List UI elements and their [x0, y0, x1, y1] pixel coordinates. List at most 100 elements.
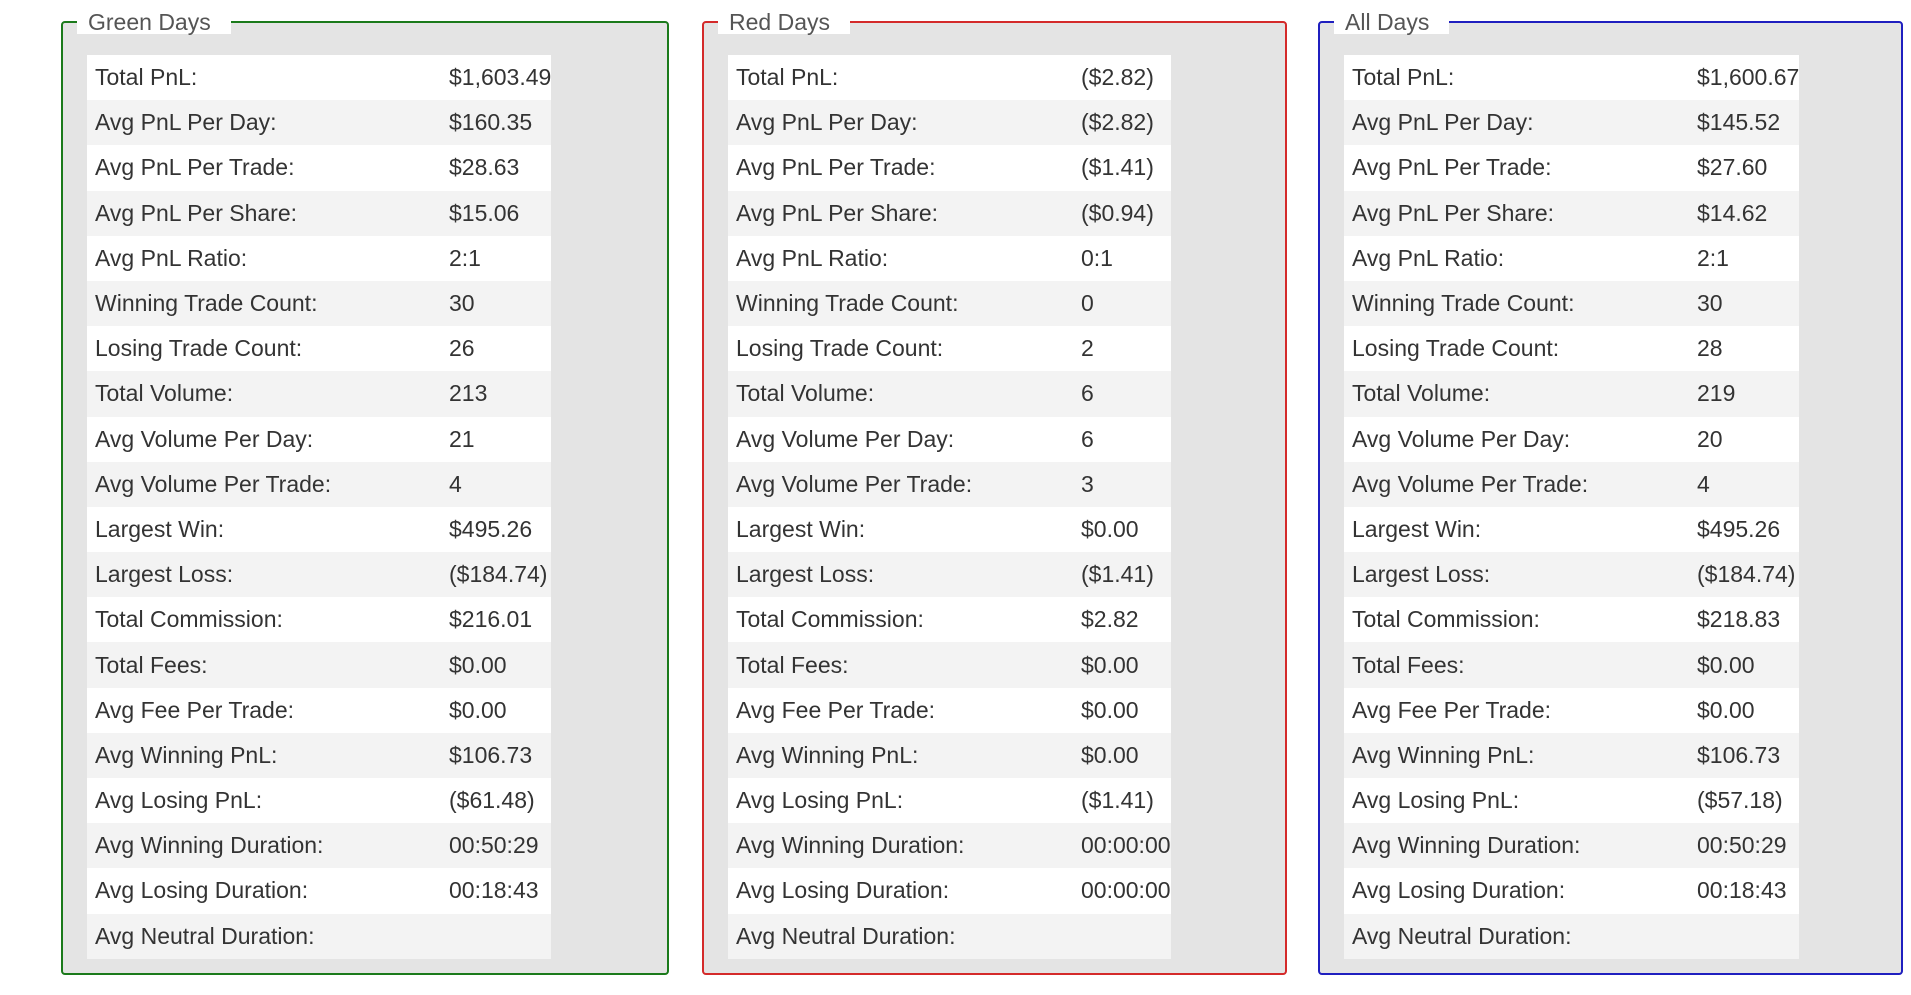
stat-value: ($1.41): [1073, 552, 1171, 598]
stat-label: Avg Volume Per Trade:: [1344, 461, 1689, 507]
stat-label: Largest Win:: [1344, 506, 1689, 553]
stat-row: Avg Losing Duration: 00:00:00: [728, 868, 1171, 914]
stat-row: Total Fees: $0.00: [87, 642, 552, 688]
stat-row: Total Commission: $2.82: [728, 597, 1171, 643]
stat-label: Largest Loss:: [728, 552, 1073, 598]
stat-label: Avg PnL Ratio:: [728, 235, 1073, 281]
stat-value: $106.73: [1689, 732, 1800, 778]
stat-row: Avg Neutral Duration:: [728, 913, 1171, 959]
stat-label: Largest Win:: [87, 506, 441, 553]
stat-value: 00:18:43: [1689, 868, 1800, 914]
stat-row: Avg PnL Per Trade: $27.60: [1344, 145, 1800, 191]
stat-row: Avg PnL Per Share: ($0.94): [728, 190, 1171, 236]
stat-value: $495.26: [441, 506, 552, 553]
stat-row: Avg Fee Per Trade: $0.00: [87, 687, 552, 733]
stat-value: $0.00: [1073, 732, 1171, 778]
stat-label: Total Fees:: [728, 642, 1073, 688]
stat-label: Avg PnL Ratio:: [1344, 235, 1689, 281]
stat-value: 26: [441, 326, 552, 372]
stat-label: Avg Fee Per Trade:: [1344, 687, 1689, 733]
stat-label: Avg Volume Per Trade:: [728, 461, 1073, 507]
stat-value: 4: [1689, 461, 1800, 507]
stat-value: $0.00: [1073, 506, 1171, 553]
stat-label: Largest Win:: [728, 506, 1073, 553]
stat-label: Avg PnL Per Day:: [87, 100, 441, 146]
stat-label: Avg PnL Per Day:: [728, 100, 1073, 146]
stat-label: Avg Fee Per Trade:: [728, 687, 1073, 733]
stat-row: Avg PnL Ratio: 2:1: [1344, 235, 1800, 281]
stat-label: Avg PnL Per Trade:: [728, 145, 1073, 191]
stat-value: 0: [1073, 280, 1171, 327]
stat-value: 2: [1073, 326, 1171, 372]
stat-value: ($184.74): [1689, 552, 1800, 598]
stat-value: ($61.48): [441, 778, 552, 824]
green-days-panel: Green Days Total PnL: $1,603.49 Avg PnL Pe…: [61, 10, 669, 975]
stat-row: Losing Trade Count: 28: [1344, 326, 1800, 372]
stat-value: $0.00: [441, 687, 552, 733]
stat-row: Largest Win: $495.26: [1344, 506, 1800, 553]
stat-row: Winning Trade Count: 30: [87, 280, 552, 327]
stat-row: Avg Volume Per Day: 21: [87, 416, 552, 462]
stat-label: Avg PnL Ratio:: [87, 235, 441, 281]
stat-label: Total Fees:: [87, 642, 441, 688]
stat-value: [1689, 913, 1800, 959]
stat-value: 00:18:43: [441, 868, 552, 914]
stat-label: Avg Losing PnL:: [1344, 778, 1689, 824]
stat-label: Losing Trade Count:: [1344, 326, 1689, 372]
stat-label: Total PnL:: [728, 55, 1073, 101]
stat-label: Total Commission:: [1344, 597, 1689, 643]
stat-row: Avg Volume Per Day: 6: [728, 416, 1171, 462]
stat-label: Losing Trade Count:: [87, 326, 441, 372]
stat-row: Largest Loss: ($184.74): [1344, 552, 1800, 598]
stat-row: Avg Neutral Duration:: [1344, 913, 1800, 959]
stat-row: Largest Loss: ($1.41): [728, 552, 1171, 598]
stat-row: Avg Volume Per Trade: 3: [728, 461, 1171, 507]
stat-value: [1073, 913, 1171, 959]
stat-row: Avg Winning PnL: $106.73: [1344, 732, 1800, 778]
stat-row: Total Commission: $216.01: [87, 597, 552, 643]
stat-value: ($1.41): [1073, 145, 1171, 191]
stat-value: 6: [1073, 371, 1171, 417]
stat-row: Avg PnL Per Share: $14.62: [1344, 190, 1800, 236]
stat-value: $0.00: [1689, 642, 1800, 688]
stat-label: Avg Neutral Duration:: [87, 913, 441, 959]
stat-row: Avg PnL Ratio: 0:1: [728, 235, 1171, 281]
stat-row: Avg PnL Per Trade: $28.63: [87, 145, 552, 191]
stat-label: Total Volume:: [728, 371, 1073, 417]
stat-row: Losing Trade Count: 2: [728, 326, 1171, 372]
stat-value: 28: [1689, 326, 1800, 372]
stat-value: $0.00: [441, 642, 552, 688]
stat-label: Avg Losing Duration:: [1344, 868, 1689, 914]
stat-row: Winning Trade Count: 0: [728, 280, 1171, 327]
stat-label: Total Volume:: [87, 371, 441, 417]
stat-row: Avg Neutral Duration:: [87, 913, 552, 959]
stat-label: Avg Winning PnL:: [87, 732, 441, 778]
stat-row: Winning Trade Count: 30: [1344, 280, 1800, 327]
stat-value: 20: [1689, 416, 1800, 462]
stat-value: 30: [1689, 280, 1800, 327]
stat-row: Avg PnL Per Trade: ($1.41): [728, 145, 1171, 191]
stat-value: 00:00:00: [1073, 823, 1171, 869]
stat-row: Total PnL: $1,600.67: [1344, 55, 1800, 101]
red-days-panel: Red Days Total PnL: ($2.82) Avg PnL Per Da…: [702, 10, 1287, 975]
stats-table: Total PnL: $1,600.67 Avg PnL Per Day: $145.…: [1344, 55, 1800, 959]
stat-row: Total Volume: 213: [87, 371, 552, 417]
stat-row: Avg PnL Ratio: 2:1: [87, 235, 552, 281]
stat-value: $0.00: [1073, 687, 1171, 733]
stat-value: 2:1: [441, 235, 552, 281]
stat-row: Avg Losing PnL: ($57.18): [1344, 778, 1800, 824]
stat-label: Avg Fee Per Trade:: [87, 687, 441, 733]
stat-row: Avg Volume Per Day: 20: [1344, 416, 1800, 462]
stat-value: $218.83: [1689, 597, 1800, 643]
stat-value: ($2.82): [1073, 55, 1171, 101]
stat-row: Avg Winning Duration: 00:00:00: [728, 823, 1171, 869]
stat-value: 6: [1073, 416, 1171, 462]
stat-label: Losing Trade Count:: [728, 326, 1073, 372]
stat-label: Largest Loss:: [87, 552, 441, 598]
stat-value: $1,603.49: [441, 55, 552, 101]
stat-value: $495.26: [1689, 506, 1800, 553]
stat-row: Total Fees: $0.00: [1344, 642, 1800, 688]
stat-label: Avg Volume Per Day:: [87, 416, 441, 462]
stat-row: Largest Win: $0.00: [728, 506, 1171, 553]
stat-row: Total Fees: $0.00: [728, 642, 1171, 688]
